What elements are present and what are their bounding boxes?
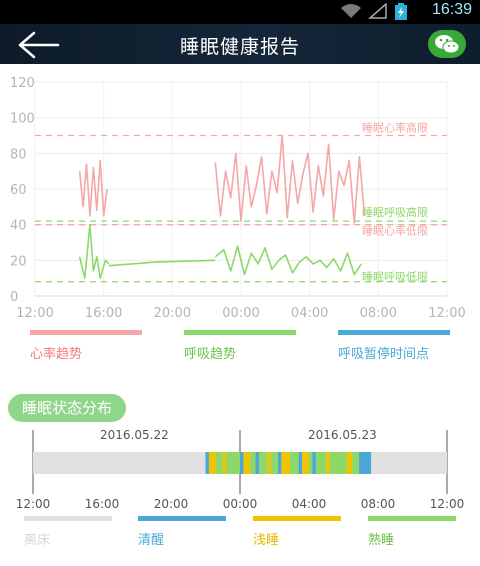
sleep-state-segment [298,452,303,474]
page-title: 睡眠健康报告 [179,36,300,58]
signal-icon [368,2,388,23]
section-title-sleep-distribution: 睡眠状态分布 [8,394,127,422]
timeline-tick-label: 00:00 [223,497,258,511]
y-tick-label: 40 [10,219,27,234]
legend-swatch [338,330,450,335]
heart-rate-line [214,134,366,224]
x-tick-label: 20:00 [154,306,191,321]
sleep-state-timeline: 12:00 16:00 20:00 00:00 04:00 08:00 12:00 [16,430,465,511]
legend-label: 心率趋势 [30,347,83,362]
sleep-state-segment [258,452,268,474]
legend-apnea: 呼吸暂停时间点 [338,330,450,362]
legend-label: 清醒 [138,533,165,548]
legend-heart-rate: 心率趋势 [30,330,142,362]
sleep-state-segment [250,452,256,474]
sleep-state-segment [208,452,216,474]
timeline-tick-label: 20:00 [154,497,189,511]
app-header: 睡眠健康报告 [0,24,480,64]
date-label: 2016.05.22 [100,428,169,442]
sleep-state-segment [312,452,316,474]
legend-swatch [253,516,341,521]
y-tick-label: 100 [10,112,35,127]
wechat-share-button[interactable] [428,30,466,58]
legend-label: 呼吸暂停时间点 [338,347,430,362]
back-arrow-icon [18,31,60,59]
threshold-label: 睡眠呼吸低限 [362,271,428,284]
x-tick-label: 16:00 [85,306,122,321]
sleep-state-segment [222,452,227,474]
wechat-icon [435,35,460,54]
x-tick-label: 04:00 [291,306,328,321]
sleep-state-segment [215,452,223,474]
y-tick-label: 0 [10,290,18,305]
legend-label: 浅睡 [253,533,280,548]
legend-deep-sleep: 熟睡 [368,516,456,548]
sleep-state-segment [359,452,372,474]
x-tick-label: 12:00 [16,306,53,321]
legend-breathing: 呼吸趋势 [184,330,296,362]
legend-label: 离床 [24,533,51,548]
sleep-state-segment [290,452,299,474]
sleep-state-segment [352,452,360,474]
heart-rate-line [78,159,108,217]
legend-swatch [368,516,456,521]
sleep-state-segment [226,452,240,474]
sleep-trend-chart: 0 20 40 60 80 100 120 12:00 16:00 20:00 00:00 04:00… [10,76,466,321]
legend-awake: 清醒 [138,516,226,548]
legend-offbed: 离床 [24,516,112,548]
sleep-state-segment [255,452,259,474]
sleep-state-segment [271,452,278,474]
y-tick-label: 20 [10,254,27,269]
sleep-state-segment [315,452,327,474]
x-tick-label: 08:00 [360,306,397,321]
legend-swatch [184,330,296,335]
sleep-state-segment [329,452,347,474]
sleep-state-segment [309,452,313,474]
battery-charging-icon [394,3,408,25]
sleep-state-segment [302,452,309,474]
sleep-state-segment [346,452,353,474]
threshold-label: 睡眠呼吸高限 [362,205,428,219]
sleep-state-segment [277,452,282,474]
x-tick-label: 12:00 [428,306,465,321]
legend-swatch [138,516,226,521]
legend-label: 呼吸趋势 [184,347,237,362]
legend-swatch [30,330,142,335]
wifi-icon [340,3,362,23]
threshold-label: 睡眠心率高限 [362,121,428,135]
breathing-line [214,245,362,276]
date-label: 2016.05.23 [308,428,377,442]
legend-swatch [24,516,112,521]
y-tick-label: 120 [10,76,35,91]
sleep-state-segment [281,452,291,474]
timeline-tick-label: 08:00 [361,497,396,511]
y-tick-label: 60 [10,183,27,198]
y-tick-label: 80 [10,147,27,162]
breathing-line [78,223,110,279]
timeline-tick-label: 12:00 [430,497,465,511]
timeline-tick-label: 04:00 [292,497,327,511]
breathing-line [108,259,216,267]
sleep-state-segment [267,452,272,474]
status-bar: 16:39 [0,0,480,24]
back-button[interactable] [16,30,64,60]
sleep-state-segment [240,452,244,474]
sleep-state-segment [326,452,330,474]
legend-label: 熟睡 [368,533,395,548]
timeline-tick-label: 12:00 [16,497,51,511]
sleep-state-segment [205,452,209,474]
legend-light-sleep: 浅睡 [253,516,341,548]
timeline-tick-label: 16:00 [85,497,120,511]
clock: 16:39 [431,1,472,18]
threshold-label: 睡眠心率低限 [362,224,428,238]
x-tick-label: 00:00 [222,306,259,321]
sleep-state-segment [243,452,251,474]
